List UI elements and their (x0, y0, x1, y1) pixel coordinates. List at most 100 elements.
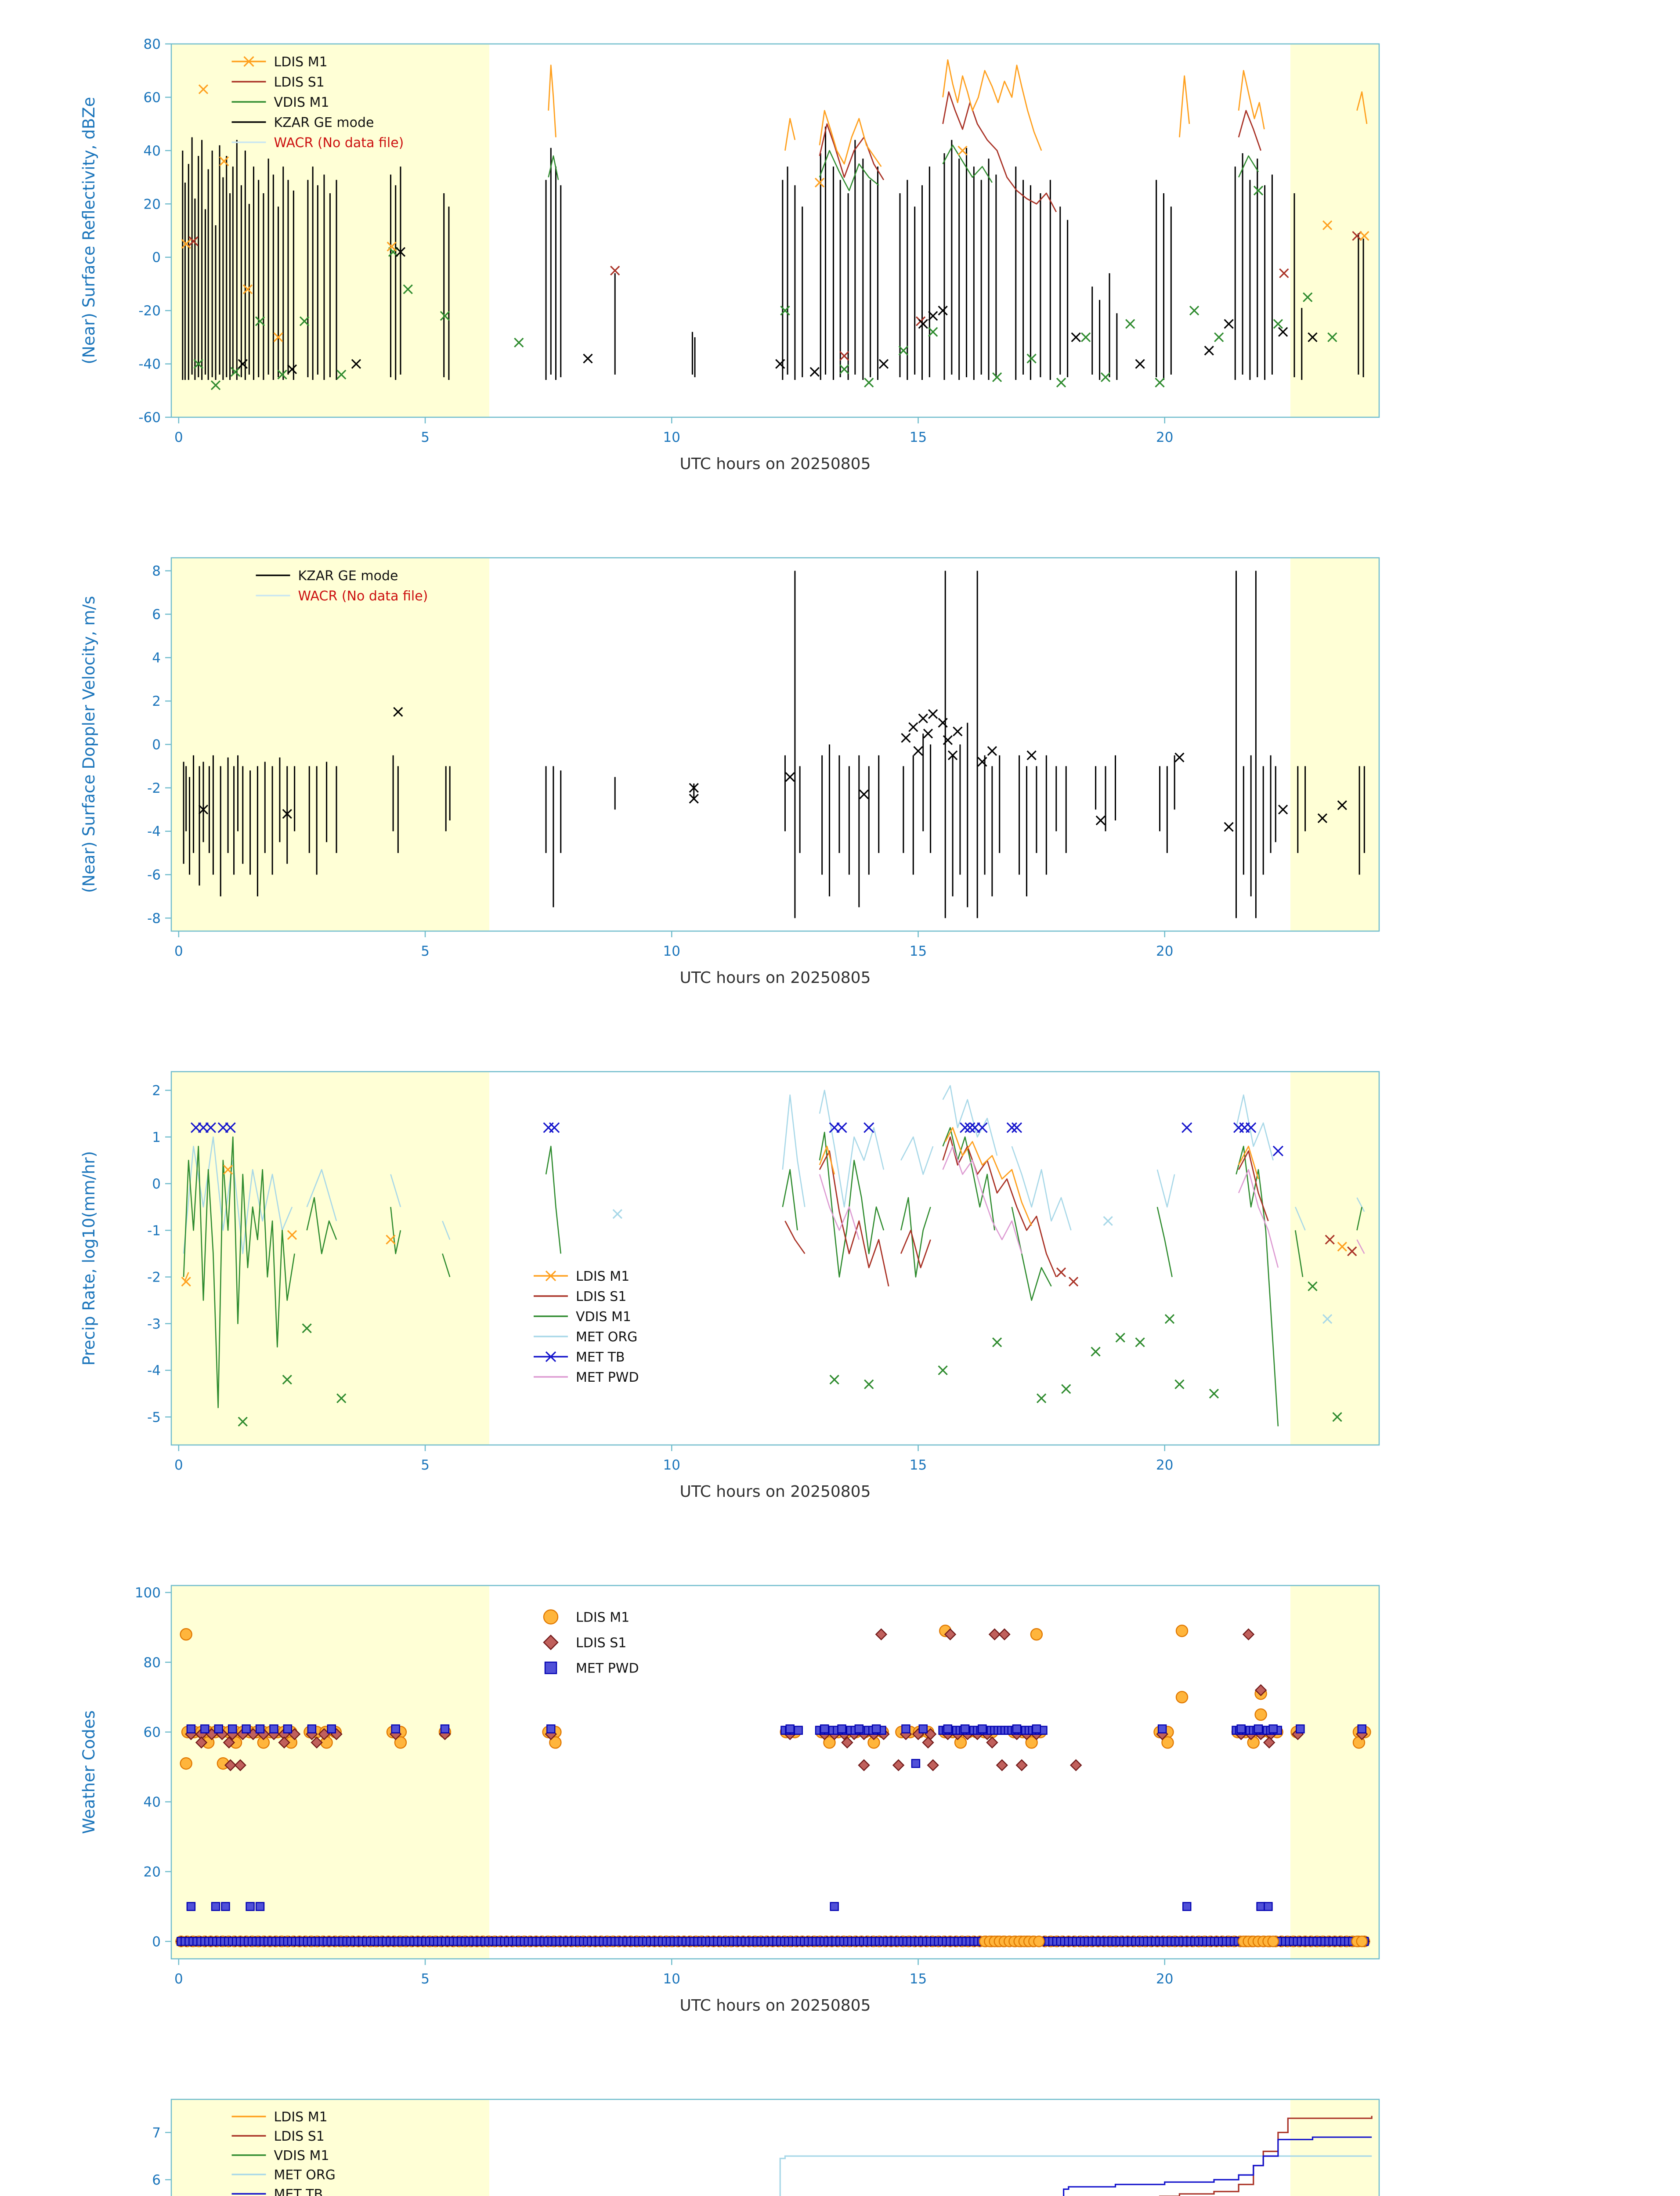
x-axis-label: UTC hours on 20250805 (680, 1483, 871, 1501)
legend-label: LDIS S1 (274, 75, 325, 90)
series-met-pwd-codes-10 (186, 1902, 1273, 1911)
series-met-pwd-line (819, 1145, 1365, 1268)
y-axis: -8 -6 -4 -2 0 2 4 6 8 (147, 563, 171, 926)
x-tick-label: 0 (174, 1971, 183, 1987)
y-axis-label: (Near) Surface Reflectivity, dBZe (79, 97, 98, 365)
plot-frame (170, 1585, 1380, 1960)
chart-weather-codes: 0 5 10 15 20 0 20 40 60 80 100 Weather Codes UTC hou… (0, 1555, 1680, 2069)
series-kzar-vel-marks (198, 707, 1347, 832)
y-tick-label: -3 (147, 1316, 161, 1332)
y-tick-label: 0 (152, 737, 161, 753)
y-axis: -60 -40 -20 0 20 40 60 80 (138, 36, 171, 426)
chart-surface-reflectivity: 0 5 10 15 20 -60 -40 -20 0 20 40 60 80 (Near) Surface… (0, 13, 1680, 527)
series-met-pwd-codes-60 (186, 1724, 1366, 1734)
x-tick-label: 15 (910, 1971, 927, 1987)
plot-frame (170, 2098, 1380, 2196)
series-vdis-m1-marks (193, 185, 1337, 390)
x-tick-label: 20 (1156, 1457, 1173, 1473)
series-ldis-s1-rate-marks (1056, 1235, 1357, 1287)
legend-label: VDIS M1 (274, 2148, 329, 2163)
x-axis: 0 5 10 15 20 (174, 1445, 1173, 1473)
legend: KZAR GE mode WACR (No data file) (256, 568, 428, 604)
chart-precip-rate: 0 5 10 15 20 -5 -4 -3 -2 -1 0 1 2 Precip Rate, log10(… (0, 1041, 1680, 1555)
quicklook-page: 0 5 10 15 20 -60 -40 -20 0 20 40 60 80 (Near) Surface… (0, 13, 1680, 2196)
x-tick-label: 15 (910, 1457, 927, 1473)
series-ldis-m1-line (548, 59, 1368, 167)
series-met-org-line (183, 1085, 1365, 1254)
y-tick-label: 0 (152, 250, 161, 266)
y-tick-label: -4 (147, 1363, 161, 1379)
legend-label: LDIS S1 (274, 2129, 325, 2144)
y-tick-label: 80 (144, 1655, 161, 1671)
legend-label: LDIS M1 (576, 1610, 629, 1625)
x-tick-label: 10 (663, 943, 680, 959)
series-met-tb-cum (1063, 2136, 1372, 2196)
y-axis: 0 20 40 60 80 100 (135, 1585, 171, 1950)
legend-label: LDIS M1 (274, 54, 328, 70)
x-axis: 0 5 10 15 20 (174, 931, 1173, 959)
x-tick-label: 0 (174, 943, 183, 959)
x-tick-label: 0 (174, 430, 183, 445)
y-tick-label: 2 (152, 693, 161, 709)
legend: LDIS M1 LDIS S1 VDIS M1 KZAR GE mode WACR (N… (231, 54, 404, 151)
series-ldis-s1-line (819, 91, 1261, 213)
x-tick-label: 10 (663, 430, 680, 445)
plot-frame (170, 43, 1380, 418)
series-met-org-marks (612, 1209, 1333, 1324)
y-tick-label: 100 (135, 1585, 161, 1601)
legend-label: LDIS S1 (576, 1636, 626, 1651)
x-axis-label: UTC hours on 20250805 (680, 969, 871, 987)
chart-surface-doppler-velocity: 0 5 10 15 20 -8 -6 -4 -2 0 2 4 6 8 (Near) Surface Dopp… (0, 527, 1680, 1041)
legend-label: MET PWD (576, 1370, 639, 1385)
y-axis: -5 -4 -3 -2 -1 0 1 2 (147, 1083, 171, 1425)
legend-label: LDIS M1 (576, 1269, 629, 1284)
y-tick-label: 20 (144, 1864, 161, 1880)
series-zero-row-orange-patch-1 (979, 1936, 1045, 1947)
series-ldis-m1-rate-marks (181, 1164, 1347, 1287)
series-kzar-marks (238, 247, 1318, 377)
series-zero-row-orange-patch-2 (1238, 1936, 1279, 1947)
y-tick-label: -8 (147, 910, 161, 926)
series-ldis-s1-codes-high (875, 1628, 1267, 1697)
series-ldis-m1-marks (181, 84, 1369, 342)
y-tick-label: 0 (152, 1934, 161, 1950)
y-tick-label: 4 (152, 650, 161, 666)
x-tick-label: 10 (663, 1457, 680, 1473)
chart-svg-doppler: 0 5 10 15 20 -8 -6 -4 -2 0 2 4 6 8 (Near) Surface Dopp… (0, 527, 1680, 1041)
y-tick-label: -1 (147, 1223, 161, 1239)
y-tick-label: 40 (144, 1795, 161, 1810)
x-tick-label: 20 (1156, 943, 1173, 959)
series-ldis-s1-codes-57 (195, 1736, 1275, 1749)
legend-label: MET ORG (576, 1329, 637, 1345)
y-tick-label: 8 (152, 563, 161, 579)
series-zero-row-squares (177, 1937, 1369, 1946)
x-axis: 0 5 10 15 20 (174, 417, 1173, 445)
legend-label: VDIS M1 (576, 1309, 631, 1325)
y-tick-label: 60 (144, 1725, 161, 1741)
series-zero-row-orange-patch-3 (1351, 1936, 1368, 1947)
series-kzar-ge-spikes (182, 126, 1364, 380)
x-axis-label: UTC hours on 20250805 (680, 455, 871, 473)
legend: LDIS M1 LDIS S1 MET PWD (543, 1609, 639, 1676)
legend-label: VDIS M1 (274, 95, 329, 110)
plot-frame (170, 1071, 1380, 1446)
chart-svg-reflectivity: 0 5 10 15 20 -60 -40 -20 0 20 40 60 80 (Near) Surface… (0, 13, 1680, 527)
legend-label: MET PWD (576, 1661, 639, 1676)
shaded-bands (171, 558, 1379, 931)
y-axis-label: Weather Codes (79, 1710, 98, 1834)
y-tick-label: 2 (152, 1083, 161, 1099)
y-tick-label: 6 (152, 2172, 161, 2188)
y-tick-label: -2 (147, 1270, 161, 1286)
y-axis: 01234567 (152, 2125, 171, 2188)
x-tick-label: 15 (910, 430, 927, 445)
x-tick-label: 5 (421, 430, 430, 445)
series-ldis-s1-codes-50 (224, 1759, 1082, 1771)
series-vdis-m1-line (548, 144, 1259, 191)
y-tick-label: -6 (147, 867, 161, 883)
chart-svg-cumulative-precip: 0510152001234567Cum. Precip, mmUTC hours… (0, 2069, 1680, 2196)
chart-svg-weather-codes: 0 5 10 15 20 0 20 40 60 80 100 Weather Codes UTC hou… (0, 1555, 1680, 2069)
x-tick-label: 5 (421, 1971, 430, 1987)
y-tick-label: 6 (152, 607, 161, 622)
